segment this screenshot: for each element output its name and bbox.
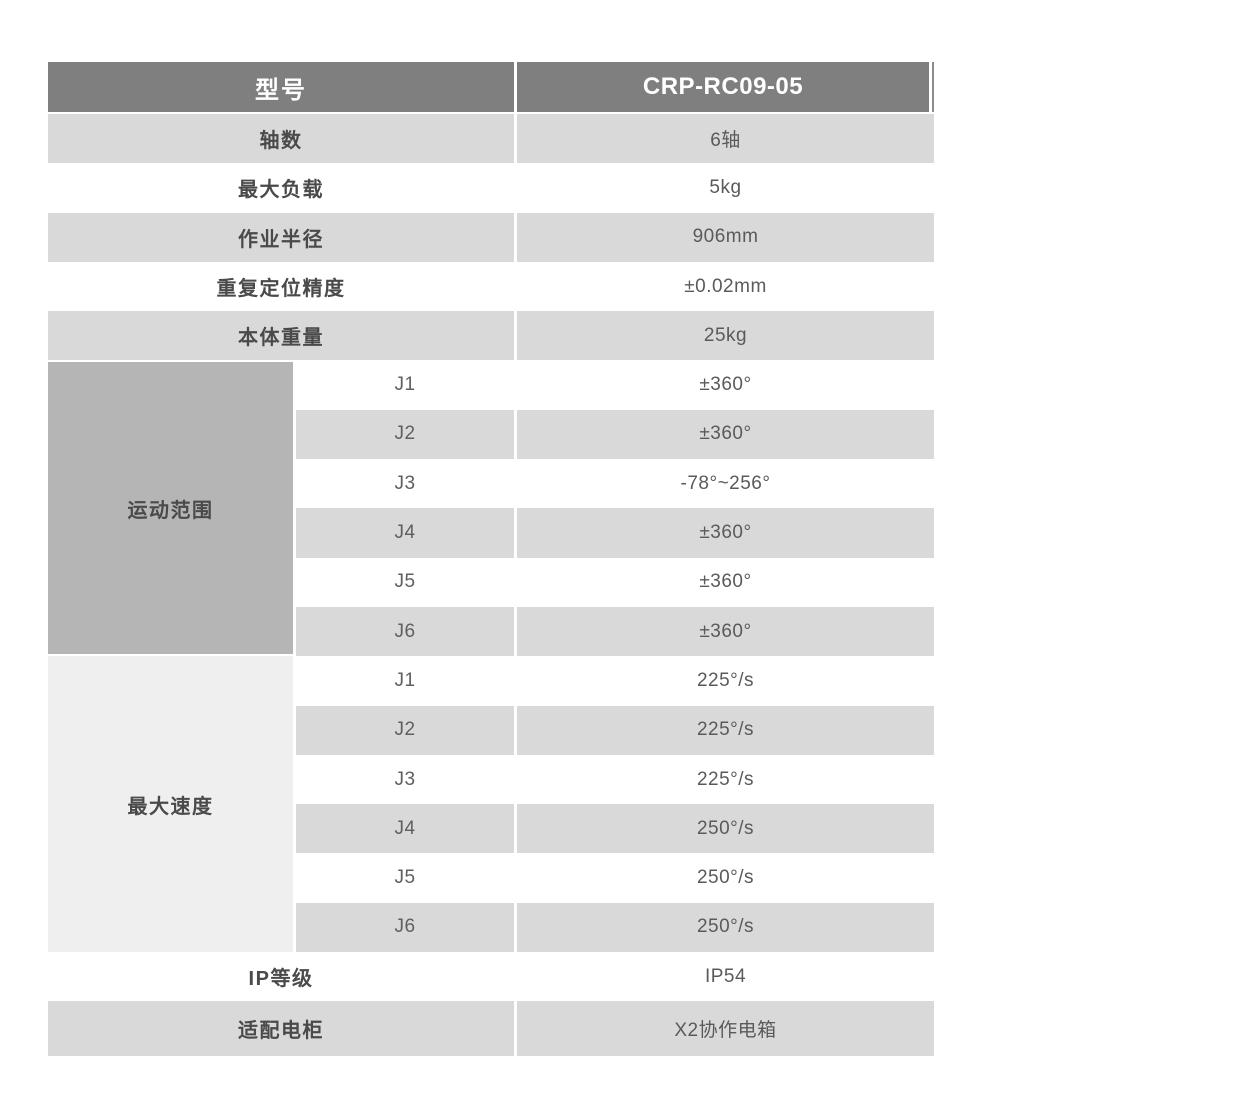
row-value: ±0.02mm [517, 261, 934, 312]
axis-label: J3 [296, 459, 514, 509]
axis-label: J1 [296, 360, 514, 410]
table-row-j4-range: J4 ±360° [296, 508, 934, 558]
row-label: 作业半径 [48, 212, 514, 262]
top-rows: 轴数 6轴 最大负载 5kg 作业半径 906mm 重复定位精度 ±0.02mm… [48, 114, 934, 361]
table-row-j2-range: J2 ±360° [296, 409, 934, 460]
table-row-j1-range: J1 ±360° [296, 360, 934, 410]
table-row-j5-speed: J5 250°/s [296, 853, 934, 903]
row-label: 本体重量 [48, 311, 514, 361]
row-value: IP54 [517, 952, 934, 1002]
table-row-j6-range: J6 ±360° [296, 606, 934, 657]
spec-table: 型号 CRP-RC09-05 轴数 6轴 最大负载 5kg 作业半径 906mm… [48, 62, 934, 1057]
row-label: IP等级 [48, 952, 514, 1002]
table-row-j3-speed: J3 225°/s [296, 754, 934, 805]
row-label: 最大负载 [48, 163, 514, 213]
row-value: 225°/s [517, 705, 934, 755]
group-max-speed: 最大速度 J1 225°/s J2 225°/s J3 225°/s J4 25… [48, 656, 934, 953]
table-row-j1-speed: J1 225°/s [296, 656, 934, 706]
row-label: 轴数 [48, 114, 514, 164]
row-label: 适配电柜 [48, 1001, 514, 1057]
row-value: ±360° [517, 557, 934, 607]
row-value: 225°/s [517, 656, 934, 706]
table-row-j6-speed: J6 250°/s [296, 902, 934, 953]
row-value: ±360° [517, 409, 934, 460]
bottom-rows: IP等级 IP54 适配电柜 X2协作电箱 [48, 952, 934, 1057]
row-value: ±360° [517, 606, 934, 657]
row-value: -78°~256° [517, 459, 934, 509]
group-motion-range: 运动范围 J1 ±360° J2 ±360° J3 -78°~256° J4 ±… [48, 360, 934, 657]
header-right-edge [932, 62, 934, 112]
table-row-cabinet: 适配电柜 X2协作电箱 [48, 1001, 934, 1057]
axis-label: J5 [296, 557, 514, 607]
table-row-reach: 作业半径 906mm [48, 212, 934, 262]
row-value: 906mm [517, 212, 934, 262]
axis-label: J6 [296, 606, 514, 657]
table-row-j4-speed: J4 250°/s [296, 804, 934, 854]
header-model-value: CRP-RC09-05 [517, 62, 929, 112]
axis-label: J2 [296, 409, 514, 460]
axis-label: J2 [296, 705, 514, 755]
row-label: 重复定位精度 [48, 261, 514, 312]
axis-label: J3 [296, 754, 514, 805]
axis-label: J4 [296, 508, 514, 558]
row-value: ±360° [517, 360, 934, 410]
axis-label: J1 [296, 656, 514, 706]
table-row-j5-range: J5 ±360° [296, 557, 934, 607]
row-value: 250°/s [517, 902, 934, 953]
table-row-j2-speed: J2 225°/s [296, 705, 934, 755]
group-label: 最大速度 [48, 656, 293, 953]
row-value: 6轴 [517, 114, 934, 164]
row-value: X2协作电箱 [517, 1001, 934, 1057]
axis-label: J5 [296, 853, 514, 903]
table-row-weight: 本体重量 25kg [48, 311, 934, 361]
table-row-j3-range: J3 -78°~256° [296, 459, 934, 509]
table-row-ip-rating: IP等级 IP54 [48, 952, 934, 1002]
row-value: ±360° [517, 508, 934, 558]
row-value: 25kg [517, 311, 934, 361]
table-row-axes: 轴数 6轴 [48, 114, 934, 164]
row-value: 250°/s [517, 804, 934, 854]
table-row-payload: 最大负载 5kg [48, 163, 934, 213]
group-rows: J1 225°/s J2 225°/s J3 225°/s J4 250°/s … [296, 656, 934, 953]
group-label: 运动范围 [48, 360, 293, 657]
header-model-label: 型号 [48, 62, 514, 112]
axis-label: J4 [296, 804, 514, 854]
table-header-row: 型号 CRP-RC09-05 [48, 62, 934, 112]
row-value: 250°/s [517, 853, 934, 903]
axis-label: J6 [296, 902, 514, 953]
row-value: 5kg [517, 163, 934, 213]
row-value: 225°/s [517, 754, 934, 805]
group-rows: J1 ±360° J2 ±360° J3 -78°~256° J4 ±360° … [296, 360, 934, 657]
table-row-repeatability: 重复定位精度 ±0.02mm [48, 261, 934, 312]
